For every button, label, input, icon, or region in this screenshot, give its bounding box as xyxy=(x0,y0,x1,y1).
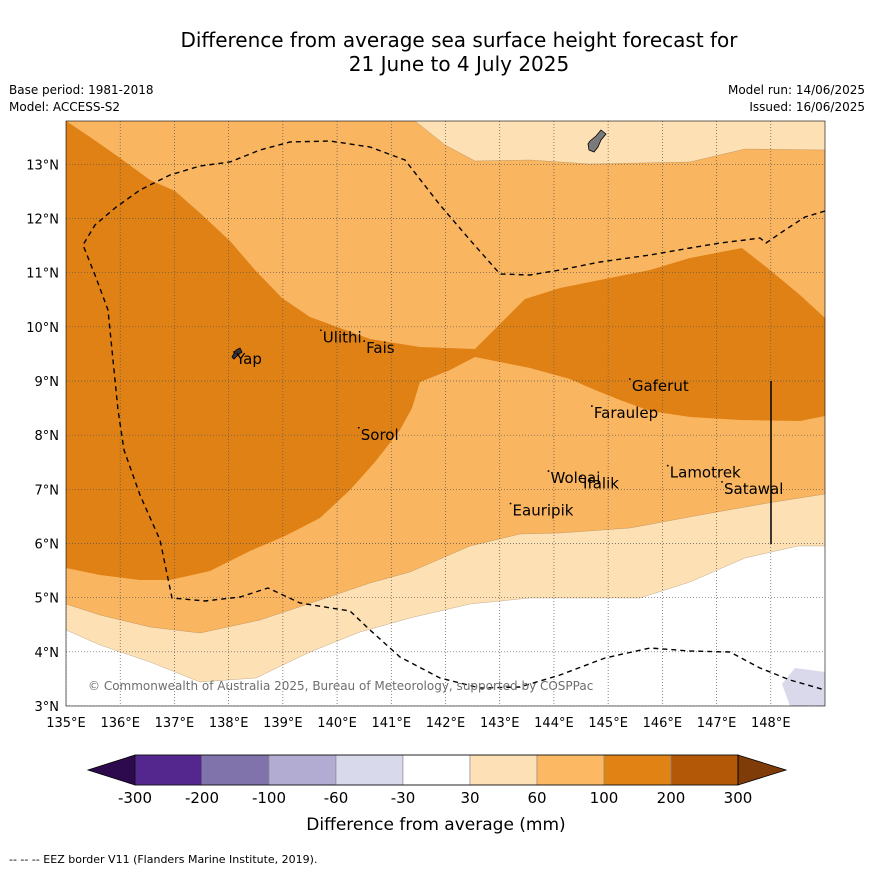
longitude-ticks: 135°E 136°E 137°E 138°E 139°E 140°E 141°E 142°E… xyxy=(46,716,790,731)
lat-tick-label: 8°N xyxy=(35,429,60,444)
colorbar-segment xyxy=(201,754,270,786)
place-label: Sorol xyxy=(361,426,399,444)
lon-tick-label: 140°E xyxy=(317,716,357,731)
place-marker xyxy=(590,405,593,407)
place-marker xyxy=(509,502,512,505)
title-line-2: 21 June to 4 July 2025 xyxy=(348,52,570,76)
colorbar-extend-low xyxy=(86,754,136,786)
lat-tick-label: 12°N xyxy=(26,213,59,228)
place-label: Ifalik xyxy=(583,475,619,493)
place-marker xyxy=(666,464,669,467)
place-marker xyxy=(319,329,322,332)
lon-tick-label: 138°E xyxy=(209,716,249,731)
place-label: Fais xyxy=(366,339,395,357)
contour-100-200 xyxy=(66,121,825,580)
place-label: Eauripik xyxy=(513,502,574,520)
lat-tick-label: 13°N xyxy=(26,158,59,173)
colorbar-tick-label: -30 xyxy=(391,789,416,807)
lon-tick-label: 148°E xyxy=(751,716,791,731)
place-label: Lamotrek xyxy=(670,464,741,482)
lon-tick-label: 144°E xyxy=(534,716,574,731)
colorbar-ticks: -300 -200 -100 -60 -30 30 60 100 200 300 xyxy=(118,789,752,807)
place-marker xyxy=(721,481,723,483)
base-period: Base period: 1981-2018 xyxy=(9,83,154,97)
model-name: Model: ACCESS-S2 xyxy=(9,100,121,114)
lon-tick-label: 135°E xyxy=(46,716,86,731)
lat-tick-label: 3°N xyxy=(35,700,60,715)
meta-left: Base period: 1981-2018 Model: ACCESS-S2 xyxy=(9,82,154,116)
lat-tick-label: 11°N xyxy=(26,267,59,282)
colorbar-tick-label: 200 xyxy=(657,789,686,807)
colorbar-label: Difference from average (mm) xyxy=(306,815,565,835)
colorbar-tick-label: 30 xyxy=(460,789,479,807)
lat-tick-label: 10°N xyxy=(26,321,59,336)
place-marker xyxy=(547,470,550,472)
place-label: Gaferut xyxy=(632,377,689,395)
guam-island-icon xyxy=(587,129,607,153)
place-label: Yap xyxy=(235,350,262,368)
place-marker xyxy=(628,378,631,380)
place-label: Faraulep xyxy=(594,404,658,422)
place-label: Woleai xyxy=(551,469,601,487)
lon-tick-label: 146°E xyxy=(643,716,683,731)
footer-note: -- -- -- EEZ border V11 (Flanders Marine… xyxy=(9,853,318,866)
place-marker xyxy=(357,426,360,429)
colorbar-segment xyxy=(134,754,203,786)
colorbar-tick-label: -60 xyxy=(324,789,349,807)
place-marker xyxy=(233,351,235,353)
yap-island-icon xyxy=(231,347,243,360)
place-marker xyxy=(580,475,582,478)
lon-tick-label: 139°E xyxy=(263,716,303,731)
colorbar-segment xyxy=(268,754,337,786)
colorbar-segment xyxy=(402,754,471,786)
lon-tick-label: 142°E xyxy=(426,716,466,731)
grid-lines xyxy=(66,121,825,706)
lat-tick-label: 5°N xyxy=(35,592,60,607)
lon-tick-label: 147°E xyxy=(697,716,737,731)
map-border xyxy=(65,120,826,707)
lon-tick-label: 143°E xyxy=(480,716,520,731)
chart-title: Difference from average sea surface heig… xyxy=(0,28,873,76)
colorbar xyxy=(86,754,788,786)
colorbar-tick-label: 100 xyxy=(590,789,619,807)
colorbar-tick-label: -100 xyxy=(252,789,286,807)
model-run: Model run: 14/06/2025 xyxy=(727,83,865,97)
lon-tick-label: 137°E xyxy=(155,716,195,731)
lat-tick-label: 7°N xyxy=(35,483,60,498)
lon-tick-label: 145°E xyxy=(588,716,628,731)
lon-tick-label: 141°E xyxy=(372,716,412,731)
colorbar-outline xyxy=(134,754,739,786)
title-line-1: Difference from average sea surface heig… xyxy=(180,28,738,52)
place-label: Satawal xyxy=(724,480,783,498)
place-label: Ulithi xyxy=(323,328,362,346)
lat-tick-label: 9°N xyxy=(35,375,60,390)
place-marker xyxy=(363,340,366,342)
colorbar-tick-label: -200 xyxy=(185,789,219,807)
colorbar-tick-label: 300 xyxy=(724,789,753,807)
meta-right: Model run: 14/06/2025 Issued: 16/06/2025 xyxy=(728,82,865,116)
latitude-ticks: 3°N 4°N 5°N 6°N 7°N 8°N 9°N 10°N 11°N 12°N 13°N xyxy=(26,158,59,715)
colorbar-segment xyxy=(469,754,538,786)
colorbar-segment xyxy=(670,754,739,786)
colorbar-extend-high xyxy=(737,754,788,786)
contour-negative xyxy=(782,668,825,706)
copyright-text: © Commonwealth of Australia 2025, Bureau… xyxy=(88,679,593,693)
lat-tick-label: 4°N xyxy=(35,646,60,661)
colorbar-segment xyxy=(603,754,672,786)
issued-date: Issued: 16/06/2025 xyxy=(749,100,865,114)
contour-lines xyxy=(66,121,825,683)
colorbar-segment xyxy=(536,754,605,786)
lon-tick-label: 136°E xyxy=(100,716,140,731)
colorbar-tick-label: 60 xyxy=(527,789,546,807)
colorbar-segment xyxy=(335,754,404,786)
colorbar-tick-label: -300 xyxy=(118,789,152,807)
eez-border xyxy=(82,140,825,691)
lat-tick-label: 6°N xyxy=(35,538,60,553)
